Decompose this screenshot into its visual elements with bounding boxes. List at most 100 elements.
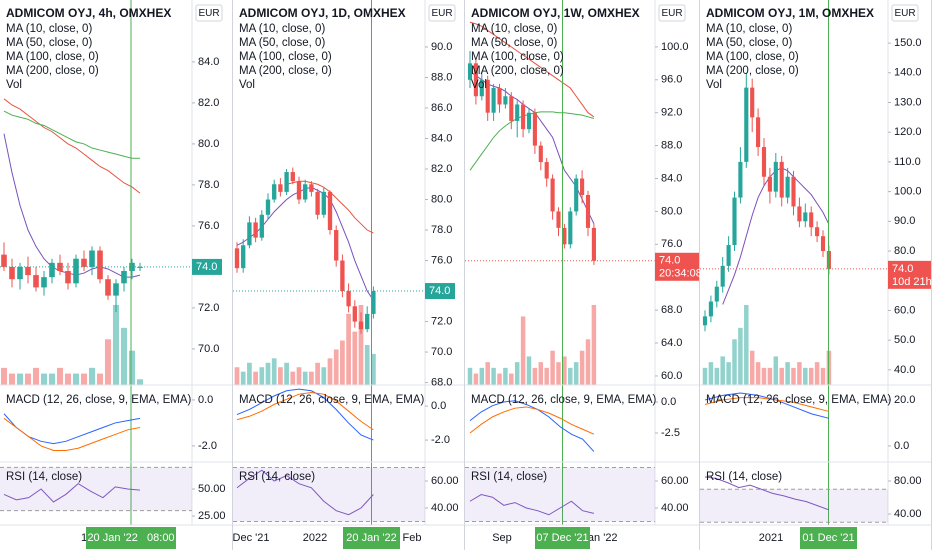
rsi-band bbox=[700, 489, 888, 523]
x-tick-label: Dec '21 bbox=[233, 532, 270, 544]
volume-bar bbox=[346, 313, 351, 385]
rsi-line bbox=[469, 493, 595, 516]
candle-body bbox=[773, 161, 778, 192]
last-price-box bbox=[655, 252, 699, 281]
candle-body bbox=[809, 212, 814, 228]
legend-entry: MA (100, close, 0) bbox=[239, 51, 332, 63]
candle-body bbox=[556, 211, 561, 228]
currency-label: EUR bbox=[894, 8, 915, 19]
macd-label: MACD (12, 26, close, 9, EMA, EMA) bbox=[471, 394, 657, 406]
crosshair-label: 20 Jan '22 bbox=[346, 532, 396, 544]
candle-body bbox=[767, 176, 772, 192]
y-tick-label: 78.0 bbox=[431, 224, 452, 236]
legend-entry: MA (200, close, 0) bbox=[6, 65, 99, 77]
candle-body bbox=[503, 96, 508, 105]
volume-bar bbox=[726, 362, 731, 385]
volume-bar bbox=[702, 367, 708, 385]
volume-bar bbox=[797, 362, 802, 385]
volume-bar bbox=[779, 367, 784, 385]
volume-bar bbox=[785, 362, 790, 385]
candle-body bbox=[761, 147, 767, 177]
candle-body bbox=[732, 197, 737, 246]
y-tick-label: 88.0 bbox=[431, 71, 452, 83]
legend-entry: MA (50, close, 0) bbox=[6, 37, 92, 49]
volume-bar bbox=[120, 327, 128, 385]
candle-body bbox=[738, 161, 743, 198]
candle-body bbox=[73, 258, 79, 284]
y-tick-label: 76.0 bbox=[661, 238, 682, 250]
candle-body bbox=[346, 291, 351, 307]
volume-bar bbox=[538, 362, 544, 385]
volume-bar bbox=[8, 373, 16, 385]
currency-box bbox=[195, 4, 223, 22]
y-tick-label: 60.00 bbox=[431, 475, 459, 487]
volume-bar bbox=[72, 373, 80, 385]
volume-bar bbox=[136, 379, 144, 385]
crosshair-box bbox=[535, 527, 590, 549]
last-price-box bbox=[192, 258, 222, 275]
candle-body bbox=[485, 79, 490, 113]
y-tick-label: 25.00 bbox=[198, 510, 226, 522]
y-tick-label: 70.0 bbox=[198, 343, 219, 355]
x-tick-label: Sep bbox=[492, 532, 512, 544]
y-tick-label: 40.00 bbox=[894, 508, 922, 520]
volume-bar bbox=[309, 371, 314, 385]
candle-body bbox=[17, 266, 23, 280]
y-tick-label: 80.0 bbox=[198, 138, 219, 150]
volume-bar bbox=[24, 373, 32, 385]
legend-entry: MA (200, close, 0) bbox=[239, 65, 332, 77]
candle-body bbox=[278, 184, 283, 192]
legend-entry: MA (10, close, 0) bbox=[6, 23, 92, 35]
y-tick-label: 50.00 bbox=[198, 483, 226, 495]
volume-bar bbox=[808, 367, 814, 385]
y-tick-label: 84.0 bbox=[661, 172, 682, 184]
candle-body bbox=[334, 230, 339, 261]
legend-entry: MA (10, close, 0) bbox=[706, 23, 792, 35]
candle-body bbox=[815, 227, 820, 237]
volume-bar bbox=[573, 362, 579, 385]
y-tick-label: 60.0 bbox=[894, 304, 915, 316]
y-tick-label: 0.0 bbox=[198, 394, 213, 406]
crosshair-box bbox=[86, 527, 176, 549]
volume-bar bbox=[56, 367, 64, 385]
volume-bar bbox=[333, 349, 339, 385]
volume-bar bbox=[556, 362, 561, 385]
candle-body bbox=[750, 87, 755, 118]
y-tick-label: 130.0 bbox=[894, 96, 922, 108]
legend-entry: MA (10, close, 0) bbox=[239, 23, 325, 35]
volume-bar bbox=[514, 362, 520, 385]
candle-body bbox=[708, 301, 713, 317]
volume-bar bbox=[358, 305, 364, 385]
rsi-label: RSI (14, close) bbox=[471, 471, 547, 483]
y-tick-label: 88.0 bbox=[661, 140, 682, 152]
x-tick-label: 1 bbox=[81, 532, 87, 544]
last-price-label: 74.0 bbox=[196, 261, 217, 273]
y-tick-label: 0.0 bbox=[661, 396, 676, 408]
volume-bar bbox=[503, 367, 508, 385]
candle-body bbox=[820, 236, 826, 252]
macd-line bbox=[704, 392, 830, 419]
volume-bar bbox=[732, 339, 737, 385]
legend-entry: MA (50, close, 0) bbox=[239, 37, 325, 49]
volume-bar bbox=[714, 367, 720, 385]
candle-body bbox=[309, 184, 314, 192]
y-tick-label: 96.0 bbox=[661, 74, 682, 86]
last-price-box bbox=[888, 260, 931, 289]
y-tick-label: 60.00 bbox=[661, 475, 689, 487]
chart-panel: 40.0 50.0 60.0 80.0 90.0 100.0 110.0 120.0 130.0… bbox=[700, 0, 932, 550]
currency-box bbox=[891, 4, 919, 22]
volume-bar bbox=[112, 305, 120, 385]
macd-line bbox=[236, 388, 374, 441]
volume-bar bbox=[708, 362, 714, 385]
signal-line bbox=[3, 417, 141, 452]
y-tick-label: 150.0 bbox=[894, 37, 922, 49]
y-tick-label: 82.0 bbox=[198, 97, 219, 109]
candle-body bbox=[121, 271, 127, 284]
chart-title: ADMICOM OYJ, 1D, OMXHEX bbox=[239, 6, 406, 20]
y-tick-label: 50.0 bbox=[894, 334, 915, 346]
candle-body bbox=[568, 211, 573, 245]
candle-body bbox=[234, 248, 240, 269]
legend-entry: Vol bbox=[6, 79, 22, 91]
candle-body bbox=[509, 96, 514, 121]
legend-entry: MA (100, close, 0) bbox=[471, 51, 564, 63]
